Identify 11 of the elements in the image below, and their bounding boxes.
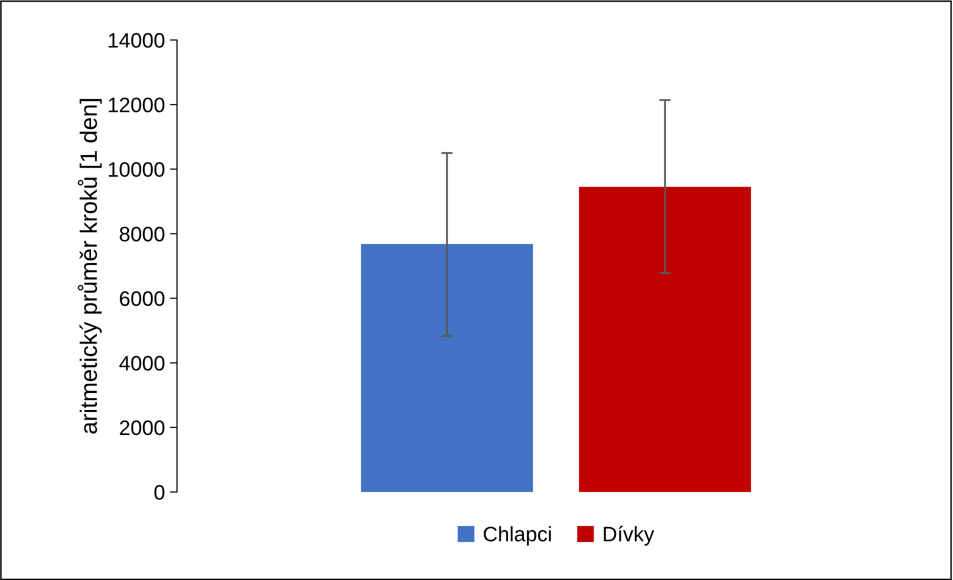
y-tick-label: 8000: [120, 226, 164, 242]
y-tick-label: 12000: [108, 98, 164, 112]
y-tick-label: 6000: [120, 291, 164, 306]
legend-label: Chlapci: [484, 526, 551, 546]
y-tick-label: 14000: [108, 33, 164, 48]
y-tick-label: 0: [154, 485, 164, 500]
y-tick-label: 2000: [120, 420, 164, 436]
y-tick-label: 10000: [108, 162, 164, 177]
y-axis-title: aritmetický průměr kroků [1 den]: [78, 99, 102, 434]
y-tick-label: 4000: [119, 356, 164, 371]
legend-label: Dívky: [604, 526, 654, 546]
